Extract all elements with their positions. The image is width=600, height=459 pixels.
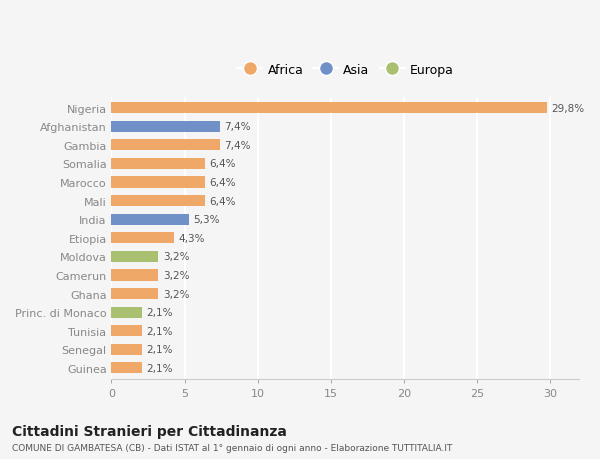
Text: 6,4%: 6,4% (209, 196, 236, 206)
Text: 3,2%: 3,2% (163, 270, 189, 280)
Bar (112, 103, 547, 114)
Bar (112, 233, 175, 244)
Bar (112, 288, 158, 299)
Bar (112, 214, 189, 225)
Bar (112, 177, 205, 188)
Text: 3,2%: 3,2% (163, 289, 189, 299)
Text: 4,3%: 4,3% (179, 233, 205, 243)
Text: 5,3%: 5,3% (193, 215, 220, 225)
Text: 7,4%: 7,4% (224, 122, 251, 132)
Text: 3,2%: 3,2% (163, 252, 189, 262)
Legend: Africa, Asia, Europa: Africa, Asia, Europa (232, 59, 458, 82)
Text: 2,1%: 2,1% (146, 326, 173, 336)
Text: 6,4%: 6,4% (209, 178, 236, 188)
Text: 29,8%: 29,8% (551, 104, 585, 113)
Text: COMUNE DI GAMBATESA (CB) - Dati ISTAT al 1° gennaio di ogni anno - Elaborazione : COMUNE DI GAMBATESA (CB) - Dati ISTAT al… (12, 443, 452, 452)
Bar (112, 270, 158, 281)
Bar (112, 344, 142, 355)
Text: Cittadini Stranieri per Cittadinanza: Cittadini Stranieri per Cittadinanza (12, 425, 287, 438)
Bar (112, 251, 158, 263)
Bar (112, 158, 205, 170)
Bar (112, 325, 142, 336)
Bar (112, 140, 220, 151)
Text: 2,1%: 2,1% (146, 363, 173, 373)
Bar (112, 122, 220, 133)
Text: 2,1%: 2,1% (146, 308, 173, 318)
Bar (112, 363, 142, 374)
Text: 7,4%: 7,4% (224, 140, 251, 151)
Text: 2,1%: 2,1% (146, 345, 173, 354)
Bar (112, 196, 205, 207)
Bar (112, 307, 142, 318)
Text: 6,4%: 6,4% (209, 159, 236, 169)
